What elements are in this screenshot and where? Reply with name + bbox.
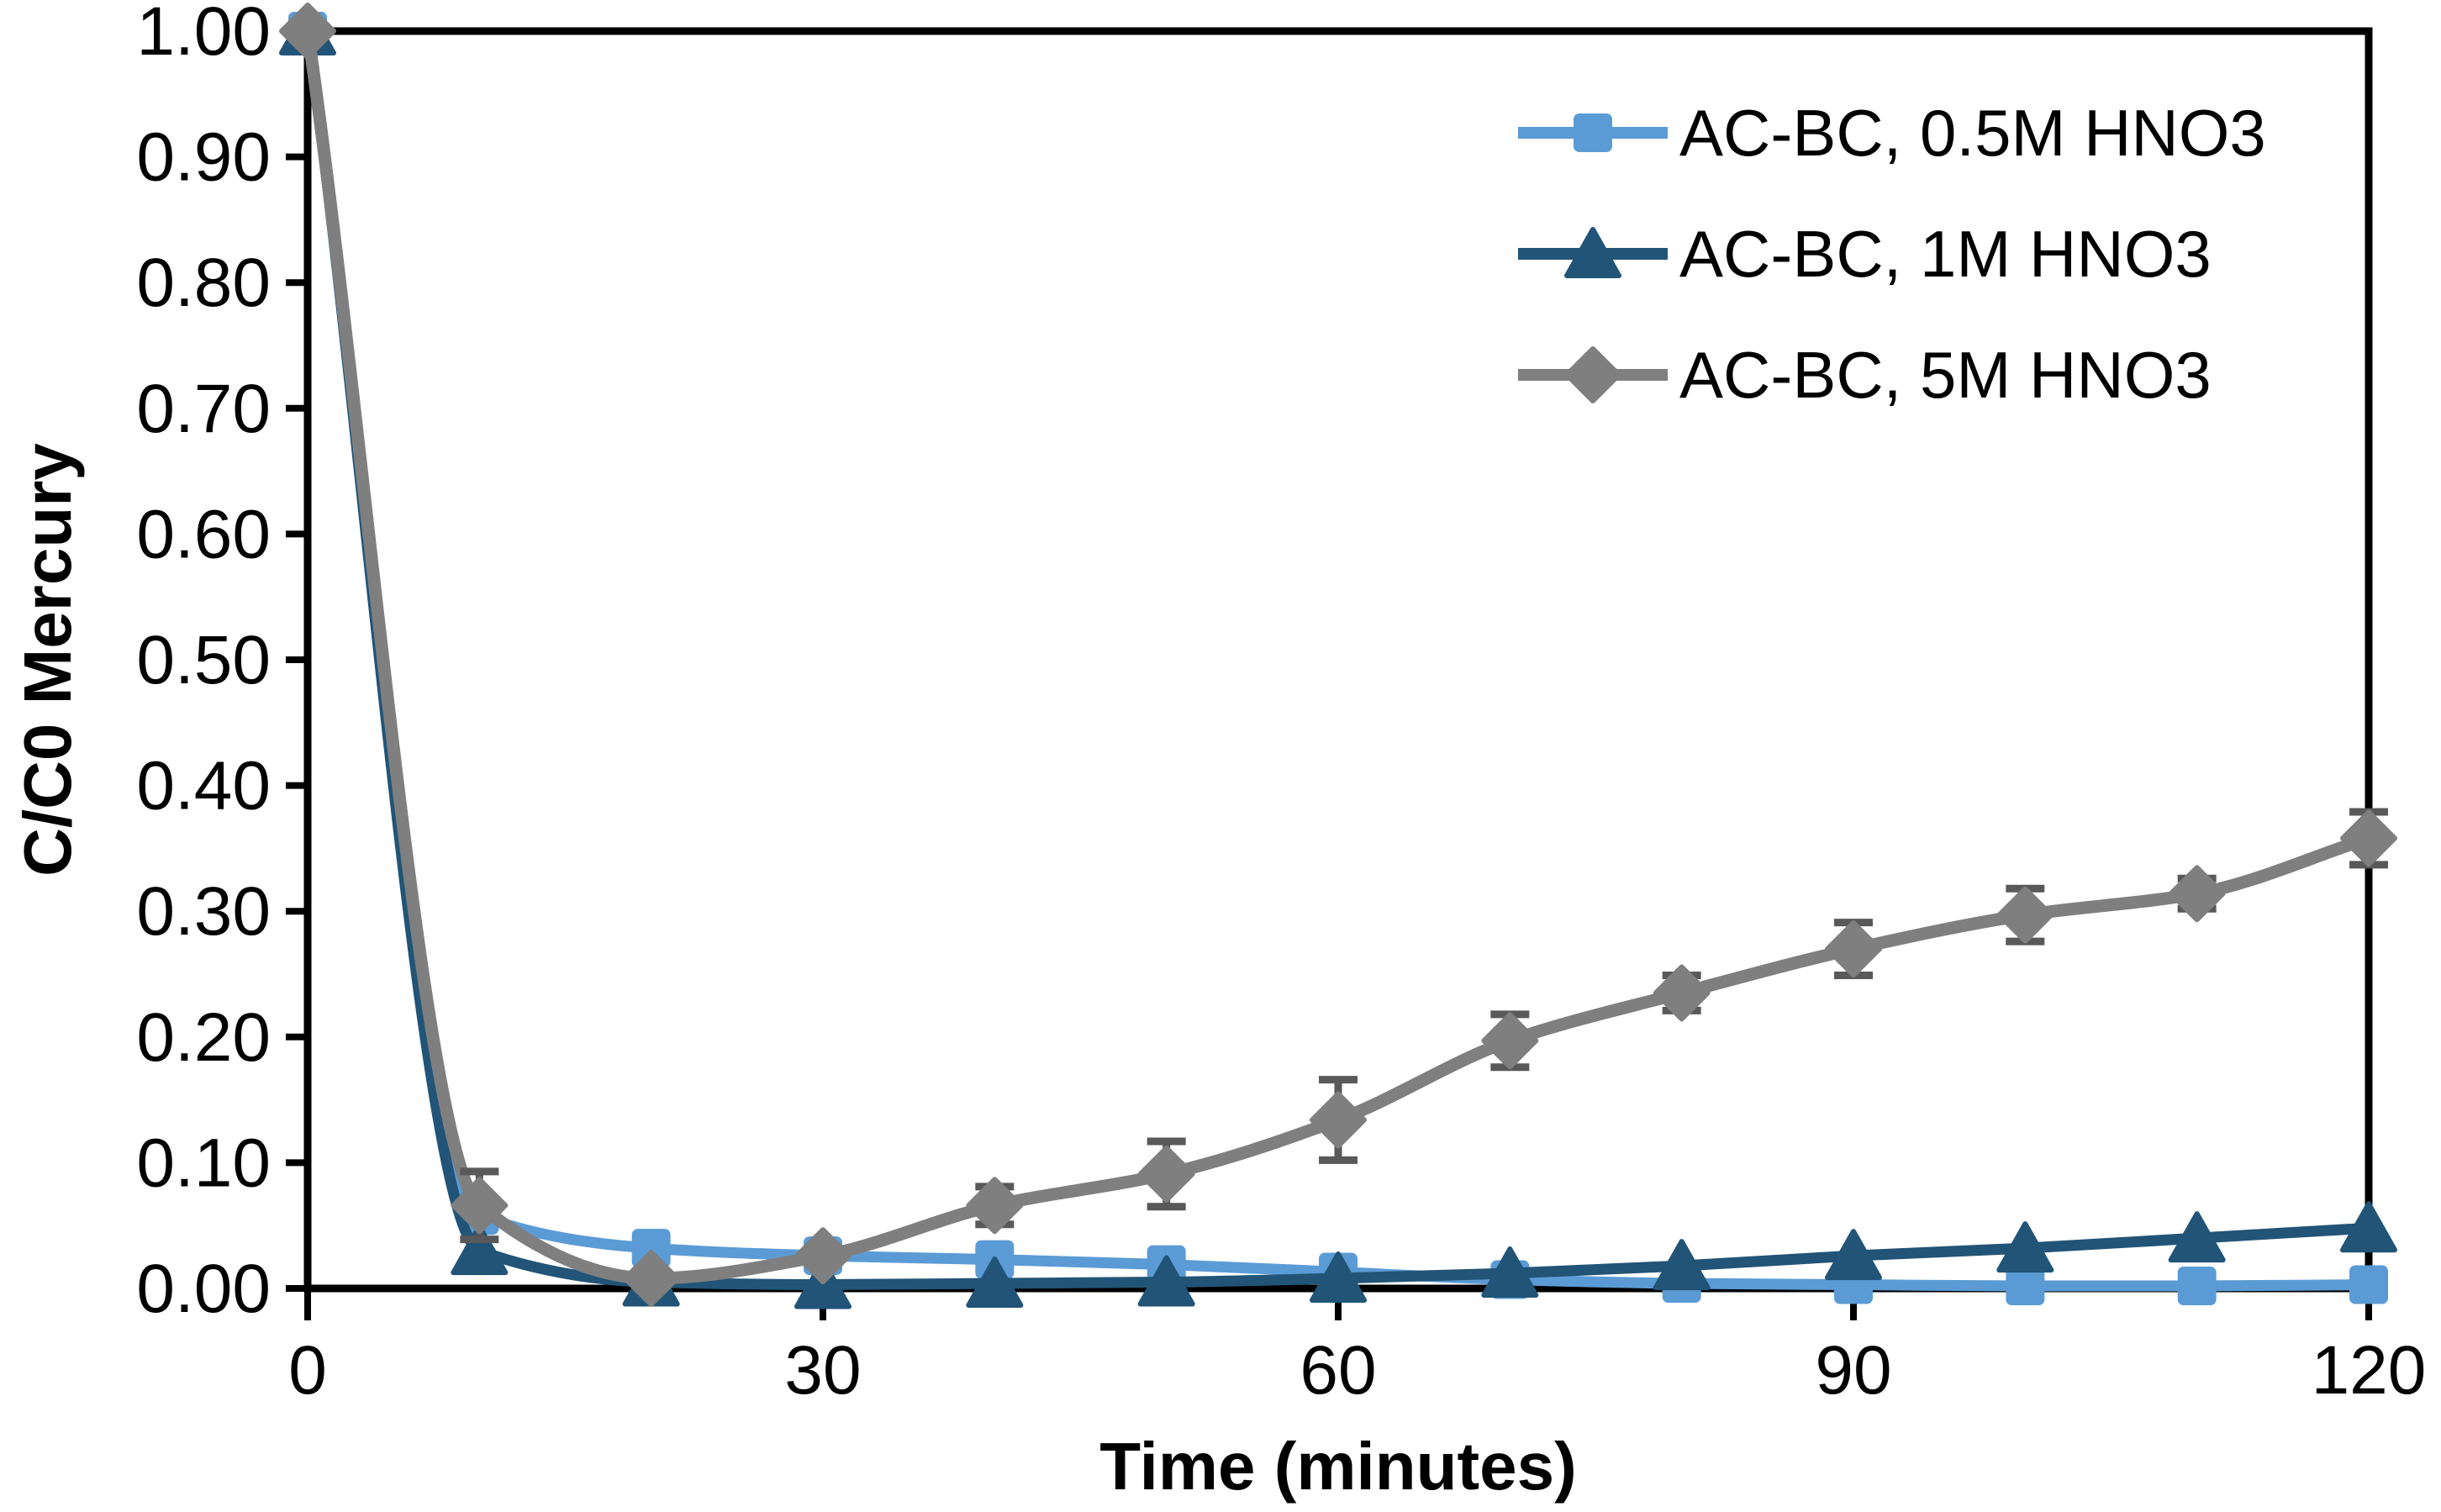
legend: AC-BC, 0.5M HNO3 AC-BC, 1M HNO3 AC-BC, 5M … bbox=[1518, 96, 2266, 412]
diamond-marker bbox=[1481, 1012, 1539, 1070]
x-tick-label: 30 bbox=[784, 1332, 861, 1409]
x-tick-label: 90 bbox=[1815, 1332, 1891, 1409]
legend-label: AC-BC, 0.5M HNO3 bbox=[1679, 96, 2266, 170]
triangle-marker bbox=[1481, 1246, 1539, 1299]
series-ac-bc-5m-hno3 bbox=[279, 3, 2397, 1308]
diamond-marker bbox=[622, 1250, 680, 1308]
axis-tick-labels: 1.00 0.90 0.80 0.70 0.60 0.50 0.40 0.30 0.20 0.10… bbox=[136, 0, 2426, 1409]
triangle-marker bbox=[2168, 1211, 2226, 1263]
diamond-marker bbox=[2340, 809, 2397, 867]
y-tick-label: 0.10 bbox=[136, 1125, 271, 1201]
y-tick-label: 1.00 bbox=[136, 0, 271, 70]
x-axis-title: Time (minutes) bbox=[1099, 1429, 1577, 1504]
legend-label: AC-BC, 5M HNO3 bbox=[1679, 338, 2212, 412]
legend-square-icon bbox=[1574, 113, 1612, 152]
square-marker bbox=[2006, 1267, 2045, 1306]
legend-item-ac-bc-1m-hno3: AC-BC, 1M HNO3 bbox=[1518, 217, 2212, 291]
series-layer bbox=[279, 3, 2397, 1309]
y-tick-label: 0.90 bbox=[136, 119, 271, 196]
legend-label: AC-BC, 1M HNO3 bbox=[1679, 217, 2212, 291]
diamond-marker bbox=[1310, 1091, 1367, 1149]
triangle-marker bbox=[2340, 1201, 2397, 1253]
square-marker bbox=[2177, 1267, 2217, 1306]
diamond-marker bbox=[279, 3, 336, 60]
diamond-marker bbox=[1137, 1145, 1195, 1203]
error-bars-ac-bc-5m-hno3 bbox=[460, 808, 2388, 1287]
diamond-marker bbox=[1996, 886, 2054, 944]
y-tick-label: 0.50 bbox=[136, 622, 271, 698]
legend-diamond-icon bbox=[1564, 346, 1621, 403]
triangle-marker bbox=[1137, 1255, 1195, 1307]
x-tick-label: 0 bbox=[288, 1332, 327, 1409]
y-tick-label: 0.40 bbox=[136, 748, 271, 824]
y-tick-label: 0.20 bbox=[136, 999, 271, 1076]
legend-item-ac-bc-5m-hno3: AC-BC, 5M HNO3 bbox=[1518, 338, 2212, 412]
diamond-marker bbox=[966, 1177, 1024, 1235]
triangle-marker bbox=[1310, 1251, 1367, 1304]
y-tick-label: 0.80 bbox=[136, 245, 271, 321]
y-tick-label: 0.70 bbox=[136, 371, 271, 447]
square-marker bbox=[631, 1229, 671, 1268]
triangle-marker bbox=[1653, 1239, 1711, 1291]
diamond-marker bbox=[451, 1177, 509, 1235]
triangle-marker bbox=[451, 1224, 509, 1276]
y-tick-label: 0.60 bbox=[136, 496, 271, 572]
triangle-marker bbox=[966, 1256, 1024, 1309]
diamond-marker bbox=[794, 1227, 851, 1285]
x-tick-label: 120 bbox=[2312, 1332, 2427, 1409]
triangle-marker bbox=[1996, 1221, 2054, 1273]
x-tick-label: 60 bbox=[1300, 1332, 1376, 1409]
y-axis-title: C/C0 Mercury bbox=[10, 443, 85, 877]
legend-item-ac-bc-0-5m-hno3: AC-BC, 0.5M HNO3 bbox=[1518, 96, 2266, 170]
legend-triangle-icon bbox=[1564, 227, 1621, 278]
y-tick-label: 0.30 bbox=[136, 873, 271, 950]
square-marker bbox=[2349, 1265, 2388, 1304]
diamond-marker bbox=[1653, 964, 1711, 1022]
triangle-marker bbox=[1825, 1229, 1882, 1281]
diamond-marker bbox=[1825, 920, 1882, 978]
y-tick-label: 0.00 bbox=[136, 1251, 271, 1327]
diamond-marker bbox=[2168, 865, 2226, 923]
